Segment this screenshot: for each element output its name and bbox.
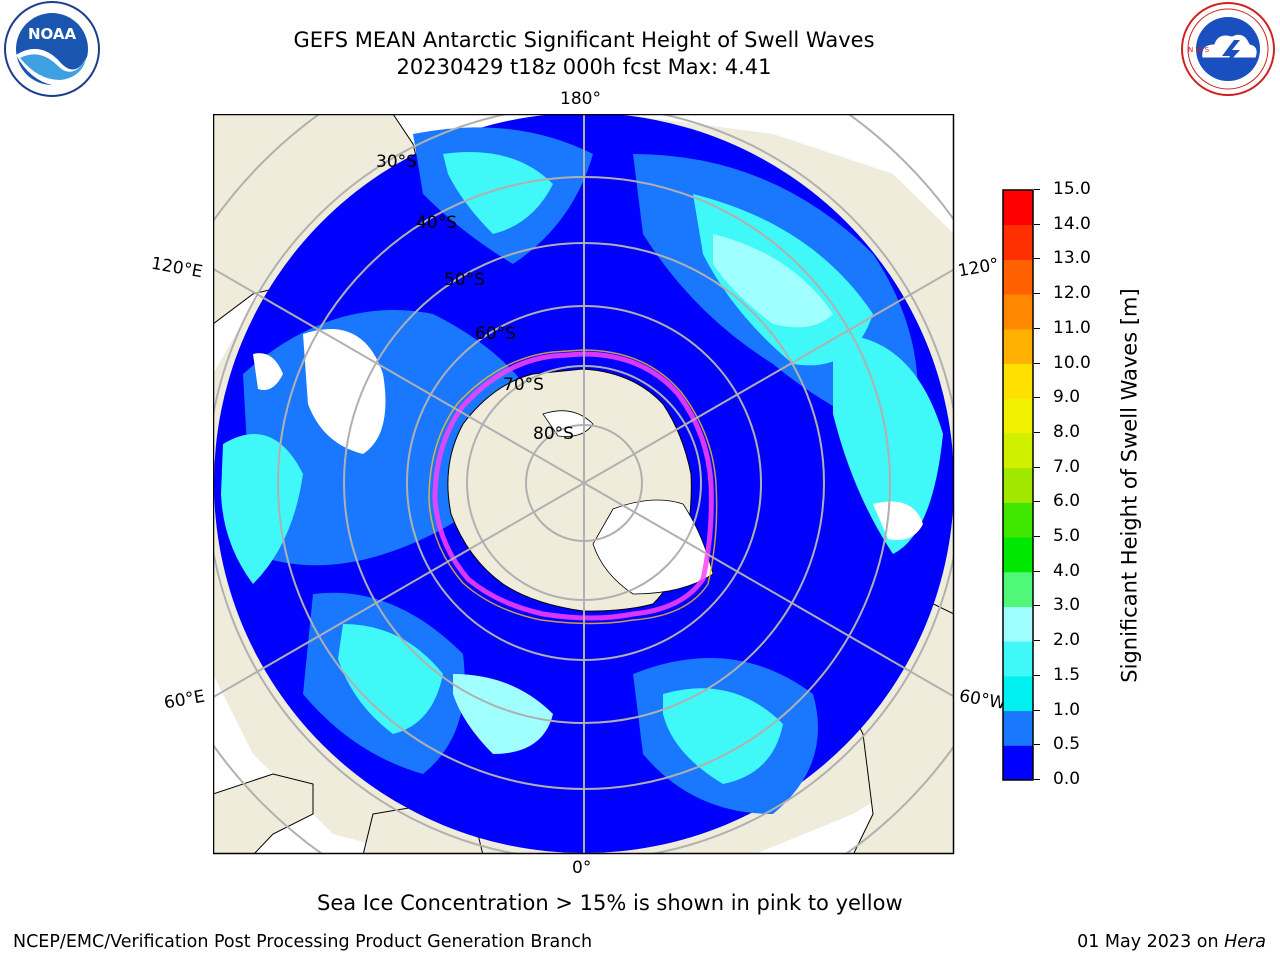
colorbar-tick-mark <box>1034 605 1040 607</box>
colorbar-tick-mark <box>1034 397 1040 399</box>
svg-text:N W S: N W S <box>1188 46 1210 54</box>
colorbar-tick-label: 1.0 <box>1053 699 1081 720</box>
colorbar-segment <box>1003 745 1033 781</box>
lat-label-80S: 80°S <box>533 424 574 444</box>
sea-ice-note: Sea Ice Concentration > 15% is shown in … <box>317 891 903 915</box>
colorbar-tick-mark <box>1034 779 1040 780</box>
colorbar-tick-mark <box>1034 327 1040 329</box>
colorbar-tick-label: 12.0 <box>1053 283 1091 304</box>
colorbar-segment <box>1003 606 1033 642</box>
colorbar-tick-label: 2.0 <box>1053 630 1081 651</box>
colorbar-tick-label: 0.0 <box>1053 769 1081 789</box>
footer-date: 01 May 2023 on Hera <box>1077 932 1266 952</box>
colorbar-tick-mark <box>1034 189 1040 190</box>
footer-date-text: 01 May 2023 on <box>1077 932 1225 952</box>
colorbar-tick-label: 9.0 <box>1053 387 1081 408</box>
colorbar-tick-label: 6.0 <box>1053 491 1081 512</box>
colorbar-tick-mark <box>1034 501 1040 503</box>
colorbar-segment <box>1003 641 1033 677</box>
colorbar-tick-mark <box>1034 709 1040 711</box>
lat-label-60S: 60°S <box>475 324 516 344</box>
longitude-gridlines <box>213 114 954 854</box>
colorbar-segment <box>1003 328 1033 365</box>
chart-title-line1: GEFS MEAN Antarctic Significant Height o… <box>293 28 875 52</box>
colorbar-segment <box>1003 398 1033 434</box>
colorbar-tick-label: 14.0 <box>1053 213 1091 234</box>
colorbar-segment <box>1003 190 1033 226</box>
colorbar-segment <box>1003 537 1033 573</box>
colorbar-tick-label: 4.0 <box>1053 560 1081 581</box>
colorbar-segment <box>1003 675 1033 712</box>
lat-label-30S: 30°S <box>376 152 417 172</box>
colorbar-tick-mark <box>1034 674 1040 676</box>
colorbar-segment <box>1003 294 1033 330</box>
chart-title-line2: 20230429 t18z 000h fcst Max: 4.41 <box>396 55 772 79</box>
lon-label-60E: 60°E <box>162 686 207 714</box>
colorbar-segment <box>1003 259 1033 295</box>
colorbar-tick-label: 8.0 <box>1053 421 1081 442</box>
colorbar-segment <box>1003 467 1033 503</box>
colorbar-tick-mark <box>1034 744 1040 746</box>
noaa-logo: NOAA <box>4 1 100 97</box>
footer-branch: NCEP/EMC/Verification Post Processing Pr… <box>13 932 593 952</box>
colorbar-tick-label: 1.5 <box>1053 664 1081 685</box>
polar-map <box>213 114 955 855</box>
colorbar-segment <box>1003 502 1033 538</box>
footer-machine: Hera <box>1224 932 1266 952</box>
lon-label-120E: 120°E <box>149 253 205 283</box>
map-frame <box>213 114 955 855</box>
colorbar-frame <box>1002 189 1034 781</box>
noaa-logo-text: NOAA <box>28 25 77 43</box>
national-weather-service-logo: N W S <box>1181 2 1275 96</box>
colorbar-segment <box>1003 363 1033 399</box>
colorbar-segment <box>1003 571 1033 607</box>
colorbar-tick-mark <box>1034 362 1040 364</box>
colorbar <box>1002 189 1034 781</box>
colorbar-tick-mark <box>1034 431 1040 433</box>
colorbar-tick-label: 15.0 <box>1053 179 1091 199</box>
colorbar-tick-label: 11.0 <box>1053 317 1091 338</box>
colorbar-segment <box>1003 710 1033 746</box>
colorbar-label: Significant Height of Swell Waves [m] <box>1117 288 1142 683</box>
colorbar-tick-mark <box>1034 223 1040 225</box>
colorbar-tick-label: 13.0 <box>1053 248 1091 269</box>
colorbar-tick-label: 0.5 <box>1053 734 1081 755</box>
colorbar-tick-mark <box>1034 640 1040 642</box>
colorbar-tick-mark <box>1034 258 1040 260</box>
lon-label-60W: 60°W <box>957 686 1008 714</box>
lon-label-120W: 120° <box>956 254 1001 282</box>
colorbar-tick-mark <box>1034 293 1040 295</box>
colorbar-tick-label: 3.0 <box>1053 595 1081 616</box>
lat-label-40S: 40°S <box>416 213 457 233</box>
colorbar-tick-mark <box>1034 536 1040 538</box>
lat-label-50S: 50°S <box>444 270 485 290</box>
colorbar-tick-mark <box>1034 570 1040 572</box>
colorbar-tick-mark <box>1034 466 1040 468</box>
lat-label-70S: 70°S <box>503 375 544 395</box>
colorbar-segment <box>1003 224 1033 260</box>
colorbar-tick-label: 7.0 <box>1053 456 1081 477</box>
colorbar-tick-label: 10.0 <box>1053 352 1091 373</box>
lon-label-180: 180° <box>560 89 601 109</box>
lon-label-0: 0° <box>572 858 592 878</box>
colorbar-tick-label: 5.0 <box>1053 526 1081 547</box>
colorbar-segment <box>1003 432 1033 469</box>
